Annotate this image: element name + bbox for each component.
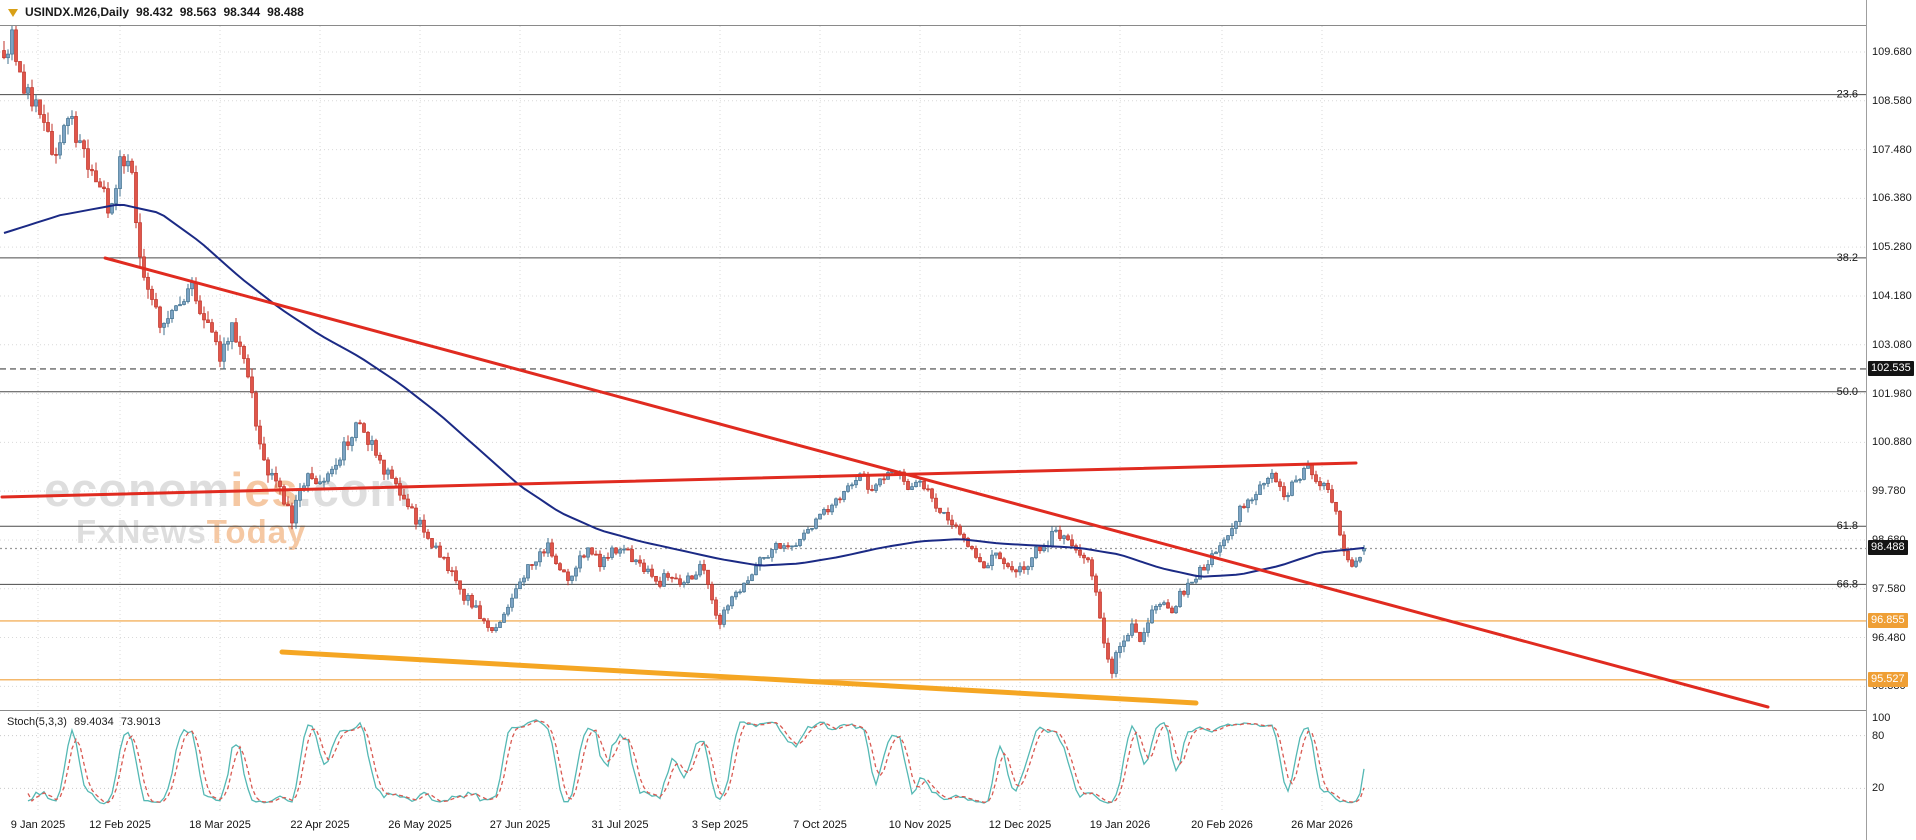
- candlesticks: [2, 25, 1366, 679]
- price-axis: 109.680 108.580 107.480 106.380 105.280 104.1…: [1867, 0, 1916, 840]
- stoch-axis-label: 20: [1872, 782, 1885, 795]
- time-axis-label: 20 Feb 2026: [1191, 819, 1253, 831]
- high-value: 98.563: [179, 5, 217, 19]
- time-axis-label: 27 Jun 2025: [489, 819, 551, 831]
- time-axis-label: 12 Feb 2025: [89, 819, 151, 831]
- moving-average-line: [3, 203, 1365, 578]
- chart-frame-top-divider: [0, 25, 1916, 26]
- time-axis-label: 31 Jul 2025: [591, 819, 649, 831]
- price-axis-label: 107.480: [1872, 143, 1912, 156]
- price-axis-label: 109.680: [1872, 46, 1912, 58]
- stoch-axis-label: 80: [1872, 729, 1885, 742]
- time-axis-label: 12 Dec 2025: [988, 819, 1052, 831]
- price-chart-canvas[interactable]: economies.com FxNewsToday 23.638.250.061…: [0, 0, 1866, 712]
- price-level-tag: 102.535: [1868, 360, 1914, 376]
- price-axis-label: 101.980: [1872, 387, 1912, 400]
- gridlines: [0, 26, 1866, 709]
- open-value: 98.432: [136, 5, 173, 19]
- time-axis-label: 10 Nov 2025: [888, 819, 952, 831]
- stoch-indicator-label: Stoch(5,3,3) 89.4034 73.9013: [7, 716, 165, 728]
- time-axis-label: 26 May 2025: [388, 819, 452, 831]
- key-level-lines: [0, 368, 1866, 681]
- stoch-axis-label: 100: [1872, 712, 1891, 724]
- stoch-d-line: [27, 720, 1365, 804]
- resistance-trendline: [0, 461, 1358, 499]
- time-axis-label: 26 Mar 2026: [1291, 819, 1353, 831]
- price-axis-label: 97.580: [1872, 582, 1906, 595]
- time-axis-label: 18 Mar 2025: [189, 819, 251, 831]
- stochastic-panel-canvas[interactable]: [0, 712, 1866, 812]
- time-axis-label: 22 Apr 2025: [290, 819, 350, 831]
- low-value: 98.344: [223, 5, 261, 19]
- price-axis-label: 104.180: [1872, 289, 1912, 302]
- price-level-tag: 98.488: [1868, 540, 1908, 556]
- support-price-tag: 96.855: [1868, 612, 1908, 628]
- price-axis-label: 99.780: [1872, 485, 1906, 498]
- time-axis-label: 19 Jan 2026: [1089, 819, 1151, 831]
- fibonacci-levels: 23.6 38.2 50.0 61.8 66.8: [0, 89, 1866, 590]
- trendlines: [0, 256, 1770, 709]
- main-panel-bottom-divider: [0, 710, 1916, 711]
- time-axis-label: 9 Jan 2025: [10, 819, 66, 831]
- price-axis-label: 96.480: [1872, 631, 1906, 644]
- price-axis-label: 108.580: [1872, 94, 1912, 107]
- support-price-tag: 95.527: [1868, 671, 1908, 687]
- stochastic-svg: [0, 713, 1866, 811]
- stoch-name: Stoch(5,3,3): [7, 716, 67, 728]
- fib-level-label: 66.8: [1837, 578, 1858, 590]
- symbol-info-bar: USINDX.M26,Daily 98.432 98.563 98.344 98…: [8, 5, 304, 19]
- price-chart-svg: 23.6 38.2 50.0 61.8 66.8: [0, 25, 1866, 709]
- stoch-gridlines: [0, 713, 1866, 811]
- close-value: 98.488: [267, 5, 304, 19]
- fib-level-label: 50.0: [1837, 386, 1858, 398]
- price-axis-divider: [1866, 0, 1867, 840]
- stoch-d-value: 73.9013: [120, 716, 161, 728]
- price-axis-label: 103.080: [1872, 338, 1912, 351]
- time-axis: 9 Jan 2025 12 Feb 2025 18 Mar 2025 22 Apr 2…: [0, 812, 1866, 840]
- major-downtrend-line: [103, 256, 1770, 709]
- chart-symbol-icon: [8, 8, 18, 17]
- support-trendline: [279, 649, 1199, 706]
- fib-level-label: 38.2: [1837, 252, 1858, 264]
- time-axis-label: 7 Oct 2025: [793, 819, 847, 831]
- stoch-k-line: [27, 719, 1365, 805]
- fib-level-label: 23.6: [1837, 89, 1858, 101]
- price-axis-label: 105.280: [1872, 241, 1912, 254]
- price-axis-label: 106.380: [1872, 192, 1912, 205]
- stoch-k-value: 89.4034: [73, 716, 114, 728]
- fib-level-label: 61.8: [1837, 520, 1858, 532]
- time-axis-label: 3 Sep 2025: [691, 819, 749, 831]
- symbol-title: USINDX.M26,Daily: [25, 5, 130, 19]
- price-axis-label: 100.880: [1872, 436, 1912, 449]
